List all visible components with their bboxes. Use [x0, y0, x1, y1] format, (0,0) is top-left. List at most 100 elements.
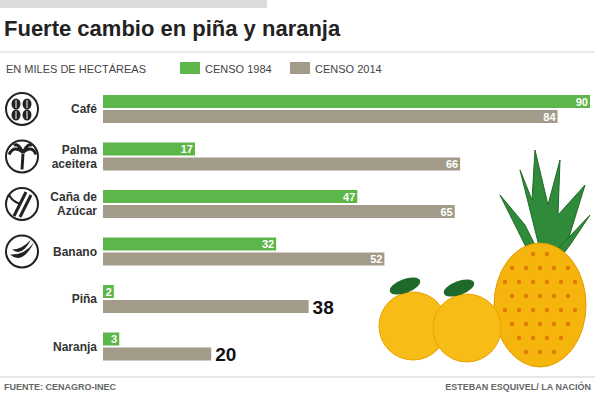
category-label: Caña deAzúcar	[50, 190, 97, 218]
pineapple-dot	[538, 350, 542, 354]
pineapple-dot	[538, 294, 542, 298]
data-label: 20	[215, 344, 236, 365]
bar	[103, 285, 114, 298]
bar	[103, 143, 195, 156]
data-label: 17	[181, 143, 193, 155]
pineapple-dot	[538, 322, 542, 326]
bar	[103, 300, 309, 313]
bean	[12, 110, 21, 121]
bar	[103, 110, 558, 123]
legend-label: CENSO 1984	[205, 63, 272, 75]
bar	[103, 205, 455, 218]
palm-trunk	[22, 154, 23, 170]
pineapple-dot	[552, 350, 556, 354]
subtitle: EN MILES DE HECTÁREAS	[6, 63, 146, 75]
pineapple-dot	[552, 294, 556, 298]
category-icon	[6, 93, 38, 125]
category-label: Piña	[72, 292, 98, 306]
pineapple-dot	[545, 280, 549, 284]
footer-rule	[0, 377, 595, 378]
pineapple-dot	[531, 280, 535, 284]
bean	[23, 99, 32, 110]
bar	[103, 253, 384, 266]
pineapple-dot	[566, 294, 570, 298]
legend-swatch	[290, 62, 310, 74]
data-labels: 9084176647653252238320	[106, 96, 588, 366]
category-icon	[6, 236, 38, 268]
category-labels: CaféPalmaaceiteraCaña deAzúcarBananoPiña…	[50, 102, 97, 354]
bar	[103, 238, 276, 251]
pineapple-dot	[510, 294, 514, 298]
pineapple-dot	[552, 266, 556, 270]
icon-circle	[6, 141, 38, 173]
cane	[14, 192, 31, 217]
pineapple-dot	[545, 336, 549, 340]
icon-circle	[6, 188, 38, 220]
data-label: 38	[313, 297, 334, 318]
credit: ESTEBAN ESQUIVEL/ LA NACIÓN	[445, 381, 591, 392]
pineapple-dot	[573, 280, 577, 284]
header-strip	[0, 0, 267, 8]
pineapple-dot	[503, 308, 507, 312]
title: Fuerte cambio en piña y naranja	[4, 16, 341, 41]
bars	[103, 95, 590, 361]
illustration	[379, 150, 590, 367]
orange-leaf	[388, 274, 423, 298]
orange	[433, 294, 501, 362]
pineapple-dot	[552, 322, 556, 326]
legend-swatch	[180, 62, 200, 74]
pineapple-dot	[566, 266, 570, 270]
bean	[12, 99, 21, 110]
bean-line	[16, 100, 17, 108]
pineapple-dot	[503, 280, 507, 284]
bar	[103, 158, 460, 171]
category-label: Naranja	[53, 340, 97, 354]
pineapple-dot	[531, 252, 535, 256]
pineapple-dot	[517, 308, 521, 312]
category-label: Café	[71, 102, 97, 116]
bean-line	[27, 100, 28, 108]
category-icon	[6, 188, 38, 220]
pineapple-dot	[573, 308, 577, 312]
bean-line	[27, 111, 28, 119]
pineapple-dot	[510, 266, 514, 270]
data-label: 32	[262, 238, 274, 250]
data-label: 52	[370, 253, 382, 265]
header-rule	[0, 52, 595, 53]
bean-line	[16, 111, 17, 119]
orange-leaf	[442, 276, 477, 300]
pineapple-dot	[524, 294, 528, 298]
cane-leaf	[9, 194, 20, 204]
source: FUENTE: CENAGRO-INEC	[4, 382, 116, 392]
pineapple-dot	[545, 252, 549, 256]
pineapple-dot	[559, 336, 563, 340]
chart: Fuerte cambio en piña y naranja EN MILES …	[0, 0, 595, 395]
pineapple-dot	[531, 308, 535, 312]
pineapple-dot	[517, 280, 521, 284]
pineapple-dot	[510, 322, 514, 326]
pineapple-dot	[531, 336, 535, 340]
bar	[103, 348, 211, 361]
data-label: 2	[106, 286, 112, 298]
category-icon	[6, 141, 38, 173]
icon-circle	[6, 93, 38, 125]
pineapple-dot	[524, 350, 528, 354]
icon-circle	[6, 236, 38, 268]
legend-label: CENSO 2014	[315, 63, 382, 75]
bar	[103, 95, 590, 108]
data-label: 66	[446, 158, 458, 170]
pineapple-dot	[559, 308, 563, 312]
data-label: 3	[111, 333, 117, 345]
bar	[103, 190, 357, 203]
pineapple-dot	[538, 266, 542, 270]
bar	[103, 333, 119, 346]
palm-fronds	[9, 145, 36, 155]
data-label: 84	[543, 111, 556, 123]
pineapple-dot	[545, 308, 549, 312]
banana	[12, 240, 31, 252]
data-label: 65	[440, 206, 452, 218]
pineapple-dot	[559, 280, 563, 284]
pineapple-dot	[566, 322, 570, 326]
category-label: Banano	[53, 245, 97, 259]
pineapple-body	[494, 243, 586, 367]
